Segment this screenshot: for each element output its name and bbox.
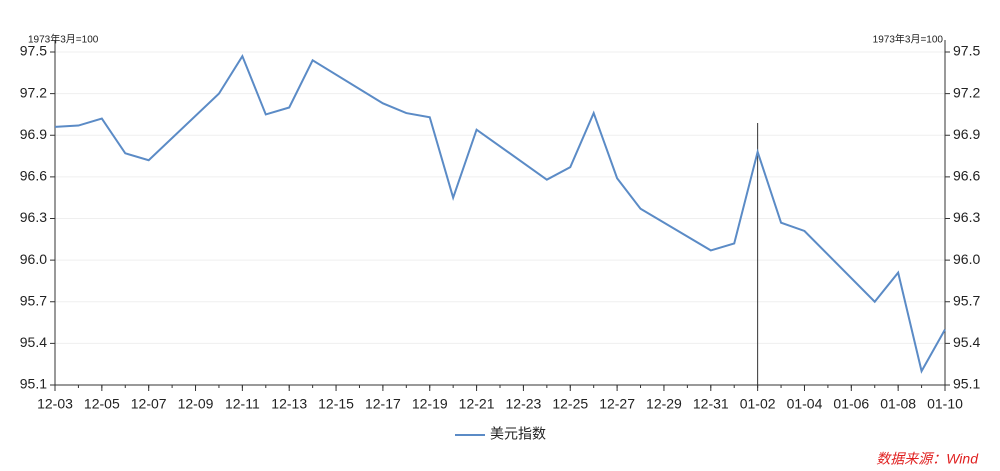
- y-tick-label: 96.9: [20, 126, 47, 142]
- y2-tick-label: 96.3: [953, 209, 980, 225]
- legend-label: 美元指数: [490, 426, 546, 442]
- y-tick-label: 95.1: [20, 376, 47, 392]
- x-tick-label: 12-11: [225, 396, 260, 412]
- data-line: [54, 53, 946, 374]
- x-tick-label: 12-13: [271, 396, 307, 412]
- x-tick-label: 01-08: [880, 396, 916, 412]
- y2-tick-label: 97.2: [953, 84, 980, 100]
- y2-tick-label: 96.6: [953, 168, 980, 184]
- y-tick-label: 96.3: [20, 209, 47, 225]
- x-tick-label: 12-19: [412, 396, 448, 412]
- y-axis-unit: 1973年3月=100: [28, 33, 99, 46]
- x-tick-label: 01-02: [740, 396, 776, 412]
- y2-tick-label: 96.0: [953, 251, 980, 267]
- y2-tick-label: 95.4: [953, 334, 980, 350]
- y2-tick-label: 97.5: [953, 43, 980, 59]
- x-tick-label: 12-21: [459, 396, 495, 412]
- x-tick-label: 12-27: [599, 396, 635, 412]
- y-tick-label: 95.7: [20, 292, 47, 308]
- x-tick-label: 12-17: [365, 396, 401, 412]
- source: 数据来源：Wind: [876, 451, 979, 467]
- y-tick-label: 96.0: [20, 251, 47, 267]
- y2-tick-label: 96.9: [953, 126, 980, 142]
- x-tick-label: 12-07: [131, 396, 167, 412]
- x-tick-label: 12-09: [178, 396, 214, 412]
- x-tick-label: 01-06: [833, 396, 869, 412]
- y-tick-label: 96.6: [20, 168, 47, 184]
- y-tick-label: 97.5: [20, 43, 47, 59]
- y-tick-label: 97.2: [20, 84, 47, 100]
- x-tick-label: 12-03: [37, 396, 73, 412]
- y2-axis-unit: 1973年3月=100: [873, 33, 944, 46]
- x-tick-label: 12-15: [318, 396, 354, 412]
- x-tick-label: 01-10: [927, 396, 963, 412]
- x-tick-label: 12-31: [693, 396, 729, 412]
- x-tick-label: 01-04: [787, 396, 823, 412]
- x-tick-label: 12-29: [646, 396, 682, 412]
- x-tick-label: 12-23: [506, 396, 542, 412]
- y-tick-label: 95.4: [20, 334, 47, 350]
- y2-tick-label: 95.1: [953, 376, 980, 392]
- y2-tick-label: 95.7: [953, 292, 980, 308]
- x-tick-label: 12-25: [552, 396, 588, 412]
- x-tick-label: 12-05: [84, 396, 120, 412]
